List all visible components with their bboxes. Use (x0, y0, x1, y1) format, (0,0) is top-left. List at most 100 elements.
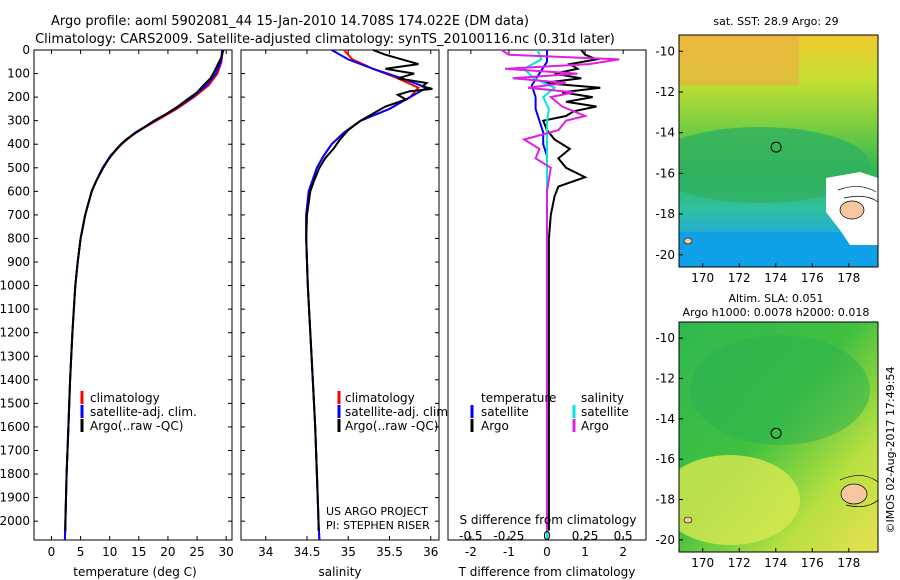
salinity-xlabel: salinity (318, 565, 361, 579)
imos-timestamp-label: ©IMOS 02-Aug-2017 17:49:54 (884, 367, 897, 534)
temperature-xtick-label: 20 (160, 545, 175, 559)
depth-ytick-label: 1500 (0, 396, 30, 410)
difference-sal-xtick-label: 0 (543, 529, 551, 543)
depth-ytick-label: 2000 (0, 514, 30, 528)
legend-argo-label: Argo(..raw -QC) (90, 419, 183, 433)
fiji-island-icon (840, 483, 868, 505)
sst-lat-tick-label: -12 (655, 85, 675, 99)
salinity-xtick-label: 34 (258, 545, 273, 559)
temperature-xtick-label: 0 (48, 545, 56, 559)
sst-lat-tick-label: -14 (655, 126, 675, 140)
small-island-icon (683, 237, 693, 245)
sla-lon-tick-label: 172 (728, 556, 751, 570)
figure-title-line2: Climatology: CARS2009. Satellite-adjuste… (35, 32, 615, 47)
difference-xtick-label: 2 (619, 545, 627, 559)
temperature-legend: climatology satellite-adj. clim. Argo(..… (80, 391, 197, 433)
depth-ytick-label: 800 (7, 231, 30, 245)
sst-lat-tick-label: -18 (655, 207, 675, 221)
salinity-xtick-label: 35.5 (376, 545, 403, 559)
sst-lon-tick-label: 170 (691, 271, 714, 285)
salinity-series-argo-raw-qc- (305, 49, 433, 531)
sst-warm-patch (679, 35, 799, 85)
salinity-axes-frame (240, 49, 440, 541)
depth-ytick-label: 1300 (0, 349, 30, 363)
depth-ytick-label: 1200 (0, 326, 30, 340)
difference-sal-xtick-label: -0.25 (493, 529, 524, 543)
depth-ytick-label: 1700 (0, 443, 30, 457)
difference-sal-xtick-label: 0.25 (572, 529, 599, 543)
sla-map-title-line2: Argo h1000: 0.0078 h2000: 0.018 (683, 306, 870, 319)
sst-map-title: sat. SST: 28.9 Argo: 29 (713, 15, 838, 28)
temperature-xtick-label: 15 (131, 545, 146, 559)
sla-argo-location-marker (770, 427, 782, 439)
difference-xtick-label: -1 (503, 545, 515, 559)
sla-lon-tick-label: 170 (691, 556, 714, 570)
depth-ytick-label: 1100 (0, 302, 30, 316)
salinity-legend: climatology satellite-adj. clim. Argo(..… (337, 391, 452, 433)
temperature-xtick-label: 30 (219, 545, 234, 559)
sla-lat-tick-label: -18 (655, 493, 675, 507)
sst-argo-location-marker (770, 141, 782, 153)
sla-lon-tick-label: 176 (801, 556, 824, 570)
salinity-xtick-label: 34.5 (294, 545, 321, 559)
legend-salinity-heading: salinity (581, 391, 624, 405)
temperature-axes-frame (33, 49, 233, 541)
sst-blue-band (679, 232, 878, 267)
sst-cool-band (679, 127, 870, 203)
depth-ytick-label: 100 (7, 67, 30, 81)
sla-lat-tick-label: -20 (655, 533, 675, 547)
depth-ytick-label: 1400 (0, 373, 30, 387)
legend-climatology-label: climatology (345, 391, 415, 405)
coastline (839, 475, 878, 507)
sla-lat-tick-label: -14 (655, 412, 675, 426)
difference-sal-xtick-label: 0.5 (614, 529, 633, 543)
legend-temperature-heading: temperature (481, 391, 556, 405)
depth-ytick-label: 1000 (0, 279, 30, 293)
credit-project: US ARGO PROJECT (326, 505, 428, 518)
sla-lat-tick-label: -16 (655, 452, 675, 466)
depth-ytick-label: 1900 (0, 491, 30, 505)
sst-map-frame (678, 34, 879, 268)
salinity-panel: 34 34.5 35 35.5 36 salinity climatology sate… (240, 49, 452, 579)
salinity-xtick-label: 36 (423, 545, 438, 559)
temperature-xlabel: temperature (deg C) (73, 565, 196, 579)
depth-ytick-label: 500 (7, 161, 30, 175)
difference-panel: -2 -1 0 1 2 T difference from climatology S … (447, 49, 647, 579)
legend-sal-argo-label: Argo (581, 419, 609, 433)
sst-lon-tick-label: 176 (801, 271, 824, 285)
legend-satellite-label: satellite-adj. clim. (90, 405, 197, 419)
depth-ytick-label: 300 (7, 114, 30, 128)
difference-xtick-label: -2 (465, 545, 477, 559)
small-island-icon (683, 516, 693, 524)
legend-temp-argo-label: Argo (481, 419, 509, 433)
legend-temp-satellite-label: satellite (481, 405, 529, 419)
difference-salinity-xlabel: S difference from climatology (460, 513, 637, 527)
temperature-series-argo-raw-qc- (64, 49, 225, 531)
sst-lon-tick-label: 174 (764, 271, 787, 285)
sla-lon-tick-label: 178 (837, 556, 860, 570)
credit-pi: PI: STEPHEN RISER (326, 519, 430, 532)
legend-satellite-label: satellite-adj. clim. (345, 405, 452, 419)
depth-ytick-label: 200 (7, 90, 30, 104)
sst-lon-tick-label: 178 (837, 271, 860, 285)
sla-lat-tick-label: -12 (655, 371, 675, 385)
temperature-xtick-label: 5 (77, 545, 85, 559)
depth-ytick-label: 700 (7, 208, 30, 222)
sla-map-panel: Altim. SLA: 0.051 Argo h1000: 0.0078 h20… (655, 292, 879, 570)
sla-map-frame (678, 321, 879, 553)
depth-ytick-label: 400 (7, 137, 30, 151)
depth-ytick-label: 900 (7, 255, 30, 269)
difference-xtick-label: 1 (581, 545, 589, 559)
legend-argo-label: Argo(..raw -QC) (345, 419, 438, 433)
sst-lat-tick-label: -10 (655, 44, 675, 58)
temperature-xtick-label: 25 (189, 545, 204, 559)
sla-lon-tick-label: 174 (764, 556, 787, 570)
salinity-xtick-label: 35 (341, 545, 356, 559)
temperature-xtick-label: 10 (102, 545, 117, 559)
difference-xlabel: T difference from climatology (458, 565, 636, 579)
depth-ytick-label: 600 (7, 184, 30, 198)
difference-xtick-label: 0 (543, 545, 551, 559)
difference-series-salinity-argo (500, 49, 620, 531)
sst-lon-tick-label: 172 (728, 271, 751, 285)
